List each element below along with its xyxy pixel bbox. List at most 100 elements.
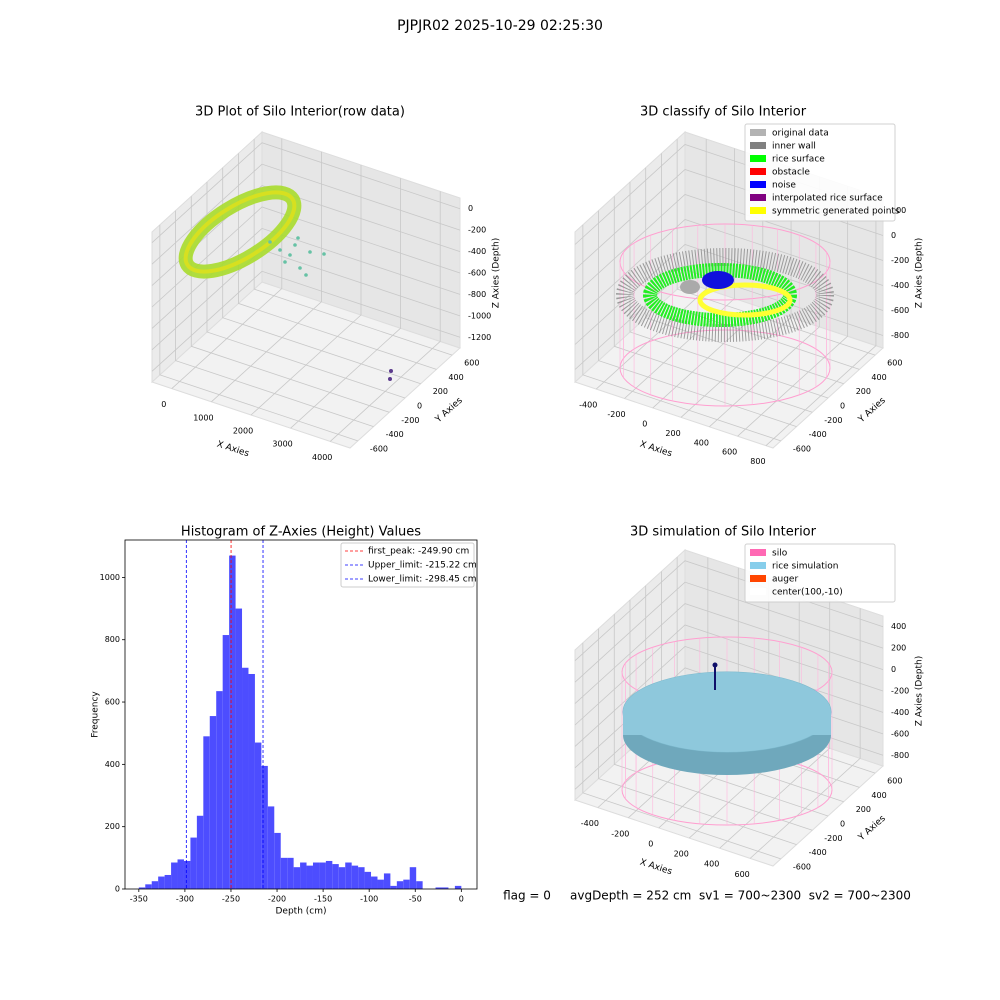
- z-tick-label: -400: [891, 281, 909, 290]
- bar: [196, 815, 204, 889]
- y-tick-label: 600: [464, 359, 479, 368]
- legend-swatch: [750, 129, 766, 136]
- grid-line: [676, 139, 876, 356]
- x-tick-label: 600: [722, 448, 737, 457]
- point: [389, 369, 393, 373]
- y-tick-label: 400: [448, 373, 463, 382]
- z-tick-label: 200: [891, 206, 906, 215]
- chart-title: 3D simulation of Silo Interior: [630, 525, 817, 540]
- bar: [145, 884, 152, 889]
- x-tick-label: -400: [579, 401, 597, 410]
- grid-line: [613, 614, 813, 831]
- bar: [138, 887, 146, 889]
- legend-swatch: [750, 549, 766, 556]
- bar: [287, 857, 294, 889]
- z-tick-label: -800: [891, 751, 909, 760]
- z-tick-label: 200: [891, 644, 906, 653]
- legend-label: obstacle: [772, 168, 810, 178]
- legend-swatch: [750, 575, 766, 582]
- y-tick-label: 600: [105, 698, 120, 707]
- point: [388, 377, 392, 381]
- y-tick-label: 0: [417, 402, 422, 411]
- point-cloud: [680, 280, 700, 294]
- legend-label: first_peak: -249.90 cm: [368, 547, 469, 557]
- bar: [274, 832, 281, 889]
- legend-swatch: [750, 588, 766, 595]
- y-tick-label: 200: [105, 822, 120, 831]
- y-tick-label: -200: [824, 834, 842, 843]
- chart-title: 3D classify of Silo Interior: [640, 105, 807, 120]
- grid-line: [582, 642, 781, 860]
- plot-area: [125, 540, 477, 889]
- x-tick-label: 0: [459, 895, 464, 904]
- grid-line: [624, 148, 735, 399]
- legend-box: [744, 123, 896, 222]
- x-tick-label: 200: [674, 850, 689, 859]
- y-axis-label: Y Axies: [856, 814, 888, 844]
- y-tick-label: 0: [840, 820, 845, 829]
- z-tick-label: -800: [468, 290, 486, 299]
- grid-line: [574, 603, 884, 704]
- legend-label: rice simulation: [772, 562, 838, 572]
- bar: [216, 691, 223, 889]
- x-tick-label: -300: [176, 895, 194, 904]
- x-tick-label: -200: [611, 829, 629, 838]
- x-tick-label: 4000: [312, 453, 332, 462]
- bar: [248, 673, 255, 889]
- grid-line: [151, 270, 461, 372]
- x-axis-label: X Axies: [638, 440, 673, 460]
- point: [268, 240, 272, 244]
- x-tick-label: 1000: [193, 413, 213, 422]
- bar: [332, 864, 339, 889]
- grid-line: [175, 210, 374, 427]
- grid-line: [598, 210, 797, 427]
- decoration: [178, 185, 834, 826]
- surface: [623, 672, 831, 752]
- grid-line: [574, 219, 884, 320]
- y-tick-label: 600: [887, 777, 902, 786]
- y-tick-label: -400: [809, 430, 827, 439]
- y-axis-label: Y Axies: [856, 396, 888, 426]
- x-tick-label: -100: [360, 895, 378, 904]
- chart-title: Histogram of Z-Axies (Height) Values: [181, 525, 421, 540]
- grid-line: [574, 194, 884, 295]
- y-tick-label: 200: [856, 805, 871, 814]
- y-tick-label: -400: [809, 848, 827, 857]
- x-tick-label: 0: [648, 839, 653, 848]
- z-axis-label: Z Axies (Depth): [915, 238, 925, 309]
- grid-line: [629, 182, 829, 399]
- bar: [261, 765, 268, 889]
- bar: [390, 885, 397, 889]
- y-tick-label: -600: [793, 862, 811, 871]
- bar: [222, 635, 230, 889]
- grid-line: [629, 600, 829, 817]
- z-tick-label: -200: [468, 226, 486, 235]
- point: [308, 250, 312, 254]
- bar: [416, 881, 423, 889]
- grid-line: [151, 142, 461, 244]
- y-tick-label: 0: [840, 402, 845, 411]
- grid-line: [595, 139, 707, 390]
- x-tick-label: 0: [642, 419, 647, 428]
- grid-line: [329, 191, 441, 442]
- y-tick-label: -600: [793, 444, 811, 453]
- bar: [403, 879, 410, 889]
- grid-line: [574, 624, 884, 726]
- grid-line: [737, 186, 849, 437]
- bar: [158, 876, 165, 889]
- x-tick-label: -150: [314, 895, 332, 904]
- point: [298, 266, 302, 270]
- grid-line: [574, 581, 884, 683]
- x-axis-label: X Axies: [638, 858, 673, 878]
- z-tick-label: -400: [891, 708, 909, 717]
- z-tick-label: 400: [891, 622, 906, 631]
- y-tick-label: -200: [401, 416, 419, 425]
- y-axis-label: Y Axies: [433, 396, 465, 426]
- bar: [319, 862, 326, 889]
- bar: [441, 887, 449, 889]
- grid-line: [574, 560, 884, 662]
- x-tick-label: 800: [750, 457, 765, 466]
- legend-label: symmetric generated points: [772, 207, 900, 217]
- bar: [435, 887, 442, 889]
- point-cloud: [702, 271, 734, 289]
